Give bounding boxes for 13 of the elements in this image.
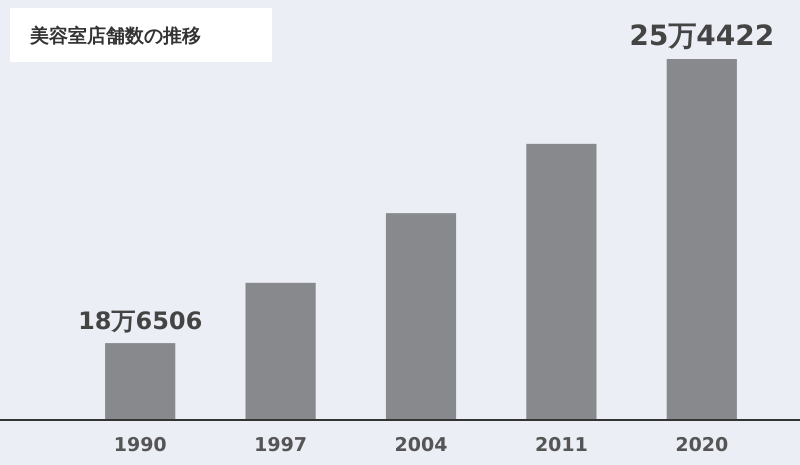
bar <box>666 59 737 420</box>
chart-title: 美容室店舗数の推移 <box>29 25 201 47</box>
x-tick-label: 2004 <box>394 434 448 456</box>
x-tick-label: 2011 <box>534 434 588 456</box>
x-tick-label: 1990 <box>114 434 167 456</box>
bar <box>386 213 456 420</box>
text: 25万4422 <box>629 19 774 52</box>
bar <box>105 343 176 420</box>
bar <box>246 282 316 420</box>
annotation: 18万6506 <box>78 307 202 336</box>
x-tick-label: 2020 <box>675 434 728 456</box>
bar <box>526 144 596 420</box>
x-tick-label: 1997 <box>254 434 308 456</box>
